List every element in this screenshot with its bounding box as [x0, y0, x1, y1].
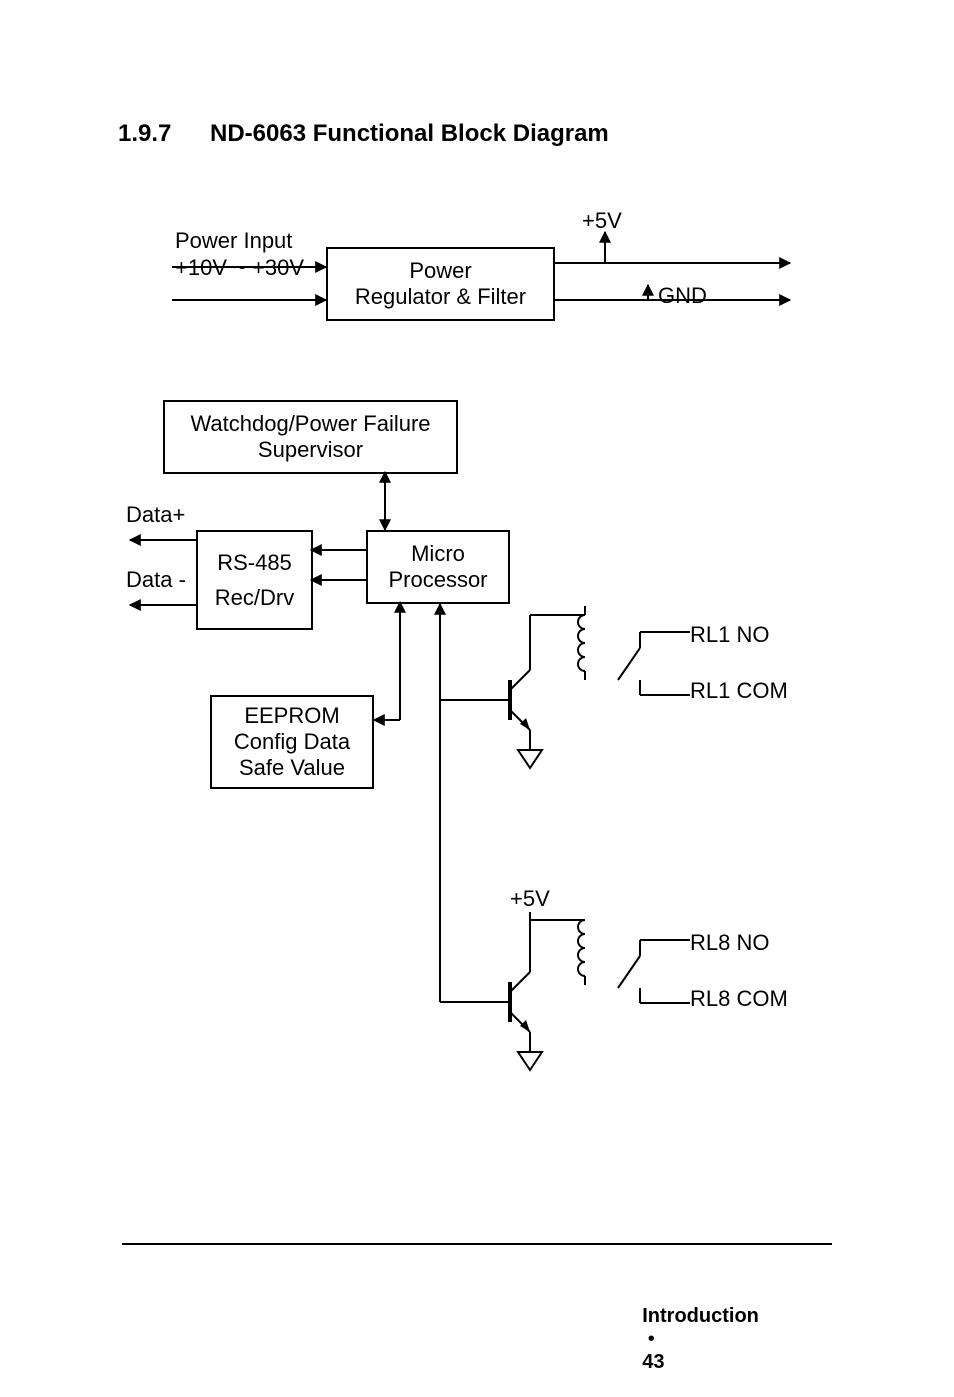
power-input-label-1: Power Input — [175, 228, 292, 254]
eeprom-box: EEPROM Config Data Safe Value — [210, 695, 374, 789]
section-title: ND-6063 Functional Block Diagram — [210, 120, 609, 148]
watchdog-l2: Supervisor — [258, 437, 363, 463]
watchdog-l1: Watchdog/Power Failure — [190, 411, 430, 437]
footer-section: Introduction — [642, 1305, 759, 1327]
power-input-label-2: +10V ~ +30V — [175, 255, 304, 281]
pwr-reg-l2: Regulator & Filter — [355, 284, 526, 310]
page: 1.9.7 ND-6063 Functional Block Diagram P… — [0, 0, 954, 1352]
eeprom-l1: EEPROM — [244, 703, 339, 729]
gnd-label: GND — [658, 283, 707, 309]
rs485-l2: Rec/Drv — [215, 580, 294, 615]
rs485-box: RS-485 Rec/Drv — [196, 530, 313, 630]
rl1-com-label: RL1 COM — [690, 678, 788, 704]
footer-page-number: 43 — [642, 1351, 664, 1373]
plus5v-mid-label: +5V — [510, 886, 550, 912]
power-regulator-box: Power Regulator & Filter — [326, 247, 555, 321]
section-number: 1.9.7 — [118, 120, 171, 148]
pwr-reg-l1: Power — [409, 258, 471, 284]
footer-divider — [122, 1243, 832, 1245]
eeprom-l3: Safe Value — [239, 755, 345, 781]
microprocessor-box: Micro Processor — [366, 530, 510, 604]
watchdog-box: Watchdog/Power Failure Supervisor — [163, 400, 458, 474]
plus5v-top: +5V — [582, 208, 622, 234]
data-minus-label: Data - — [126, 567, 186, 593]
footer-text: Introduction • 43 — [620, 1282, 759, 1397]
micro-l1: Micro — [411, 541, 465, 567]
rl1-no-label: RL1 NO — [690, 622, 769, 648]
micro-l2: Processor — [388, 567, 487, 593]
footer-bullet-glyph: • — [648, 1328, 655, 1350]
rl8-no-label: RL8 NO — [690, 930, 769, 956]
diagram-svg — [0, 0, 954, 1352]
rs485-l1: RS-485 — [217, 545, 292, 580]
data-plus-label: Data+ — [126, 502, 185, 528]
eeprom-l2: Config Data — [234, 729, 350, 755]
rl8-com-label: RL8 COM — [690, 986, 788, 1012]
